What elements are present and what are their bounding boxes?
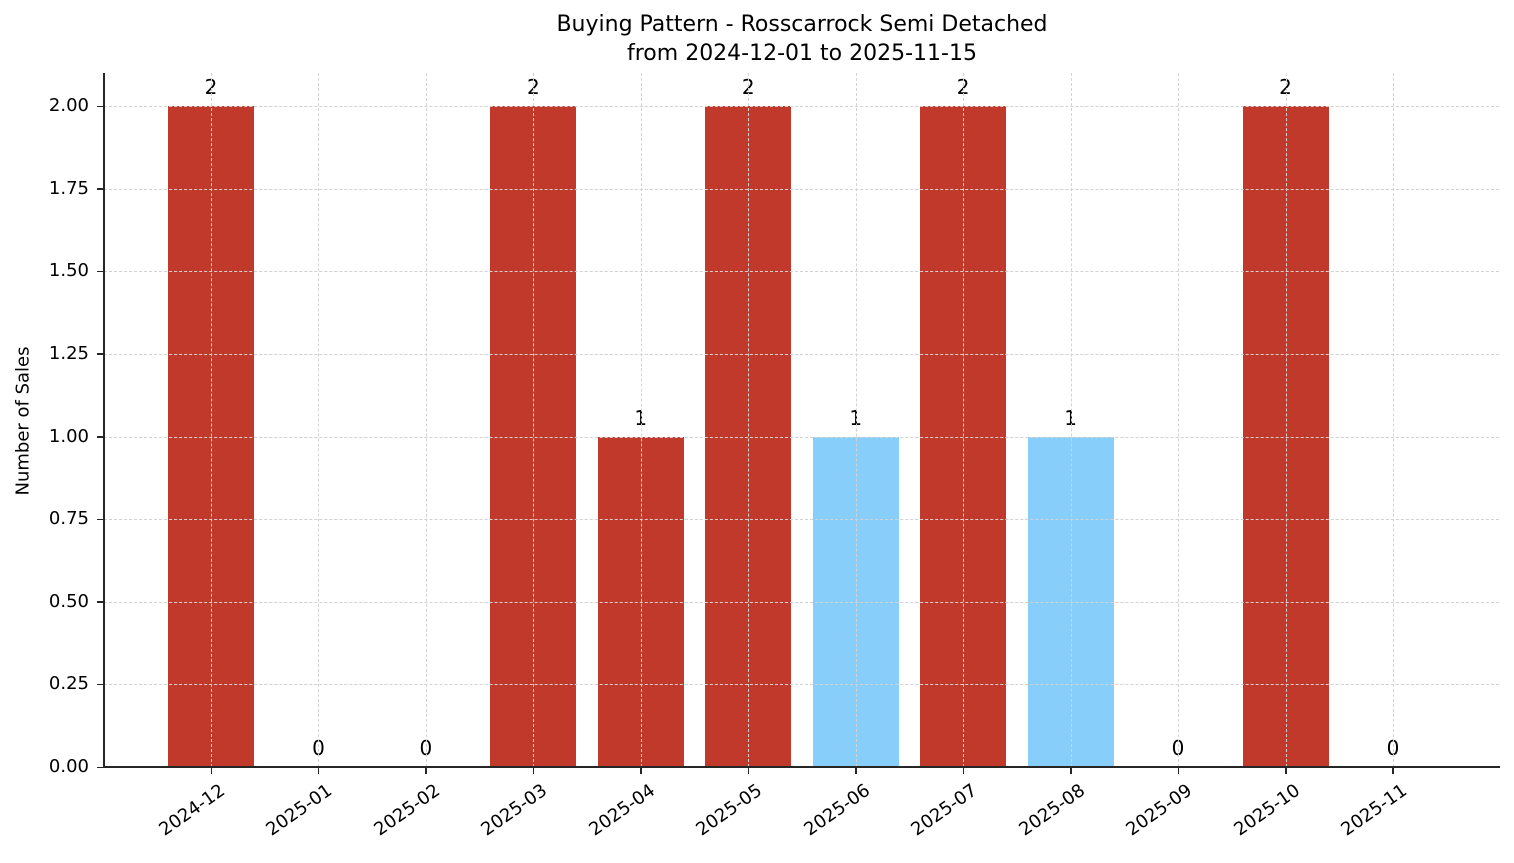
x-gridline [425, 73, 427, 767]
x-tick-mark [532, 768, 535, 774]
x-tick-label: 2025-09 [1122, 780, 1197, 841]
y-axis-spine [103, 73, 105, 768]
x-tick-mark [1285, 768, 1287, 774]
bar-value-label: 2 [956, 75, 970, 100]
y-tick-label: 0.75 [48, 508, 89, 530]
bar-value-label: 0 [1171, 736, 1185, 760]
y-gridline-overlay [104, 271, 1499, 273]
x-tick-label: 2025-07 [907, 780, 982, 841]
x-tick-mark [1392, 768, 1394, 774]
x-tick-label: 2025-05 [692, 780, 767, 841]
x-tick-mark [210, 768, 212, 774]
y-tick-mark [97, 105, 103, 108]
x-gridline [1392, 73, 1394, 767]
y-tick-mark [97, 270, 103, 273]
x-gridline [1178, 73, 1180, 767]
x-tick-mark [1177, 768, 1180, 774]
x-gridline [963, 73, 965, 767]
x-tick-label: 2025-06 [800, 780, 874, 841]
y-gridline-overlay [104, 601, 1499, 603]
x-tick-label: 2024-12 [155, 780, 230, 841]
y-tick-mark [97, 766, 103, 768]
bar-value-label: 1 [1064, 405, 1077, 430]
y-tick-mark [97, 353, 103, 355]
y-gridline-overlay [104, 519, 1499, 521]
y-tick-mark [97, 601, 103, 603]
x-tick-label: 2025-04 [585, 780, 659, 841]
y-gridline-overlay [104, 106, 1499, 108]
y-tick-label: 0.25 [48, 673, 89, 695]
plot-area: 2 0 0 2 1 2 1 2 1 0 2 0 [104, 73, 1499, 768]
x-gridline [640, 73, 642, 767]
x-tick-label: 2025-11 [1337, 780, 1411, 841]
x-tick-mark [425, 768, 427, 774]
y-gridline-overlay [104, 684, 1499, 686]
bar-value-label: 2 [741, 75, 755, 100]
y-gridline-overlay [104, 188, 1499, 190]
x-tick-mark [747, 768, 750, 774]
y-axis-label: Number of Sales [12, 346, 34, 496]
y-tick-label: 1.00 [48, 425, 89, 447]
bar-value-label: 2 [204, 75, 218, 100]
x-tick-label: 2025-03 [477, 780, 552, 841]
bar-value-label: 0 [419, 736, 433, 760]
y-tick-label: 1.50 [48, 260, 89, 282]
chart-title-line: Buying Pattern - Rosscarrock Semi Detach… [556, 12, 1048, 37]
x-gridline [748, 73, 750, 767]
y-tick-mark [97, 518, 103, 521]
x-gridline [855, 73, 857, 767]
x-tick-label: 2025-10 [1229, 780, 1304, 841]
y-tick-label: 1.25 [48, 342, 89, 364]
bar-value-label: 2 [526, 75, 540, 100]
y-gridline-overlay [104, 353, 1499, 355]
x-tick-mark [962, 768, 965, 774]
bar-value-label: 0 [312, 736, 325, 760]
y-tick-mark [97, 683, 103, 686]
y-tick-mark [97, 436, 103, 438]
y-tick-label: 1.75 [48, 177, 89, 199]
bar-value-label: 2 [1279, 75, 1292, 100]
x-tick-mark [317, 768, 320, 774]
x-gridline [1070, 73, 1072, 767]
y-gridline-overlay [104, 436, 1499, 438]
x-tick-label: 2025-02 [370, 780, 444, 841]
y-tick-label: 2.00 [48, 95, 89, 117]
x-tick-mark [855, 768, 857, 774]
x-axis-spine [103, 766, 1500, 768]
x-gridline [211, 73, 212, 767]
y-tick-label: 0.00 [48, 756, 89, 777]
x-gridline [318, 73, 320, 767]
x-tick-mark [1070, 768, 1072, 774]
bar-value-label: 1 [849, 405, 863, 430]
chart-subtitle-line: from 2024-12-01 to 2025-11-15 [627, 41, 977, 66]
x-tick-label: 2025-01 [262, 780, 337, 841]
x-gridline [533, 73, 535, 767]
y-tick-label: 0.50 [48, 590, 89, 612]
bar-value-label: 1 [634, 405, 648, 430]
bar-value-label: 0 [1386, 736, 1400, 760]
y-tick-mark [97, 188, 103, 190]
x-gridline [1285, 73, 1287, 767]
x-tick-label: 2025-08 [1014, 780, 1089, 841]
chart-title: Buying Pattern - Rosscarrock Semi Detach… [0, 10, 1514, 68]
x-tick-mark [640, 768, 642, 774]
